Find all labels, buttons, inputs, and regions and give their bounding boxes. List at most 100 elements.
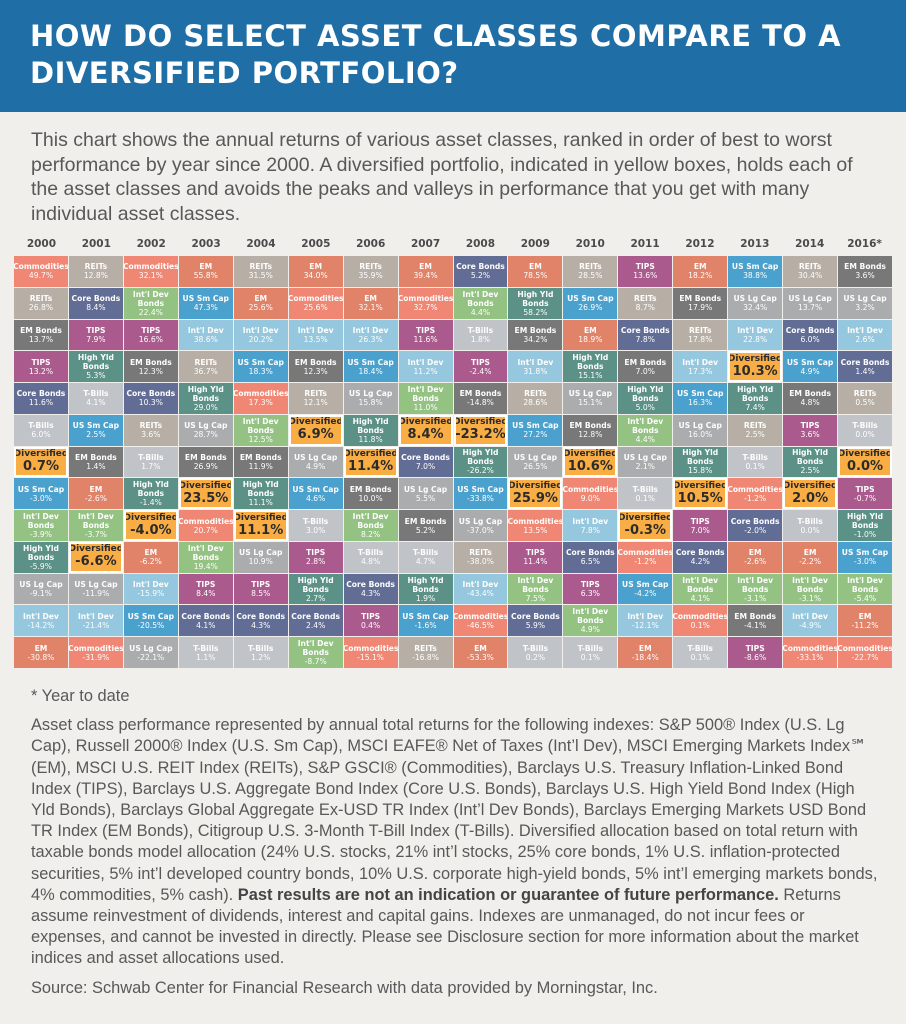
asset-label: T-Bills bbox=[357, 548, 384, 558]
asset-label: Int'l Dev bbox=[792, 611, 829, 621]
return-value: 22.8% bbox=[743, 334, 768, 344]
asset-cell: T-Bills 1.7% bbox=[123, 446, 178, 478]
return-value: -21.4% bbox=[82, 620, 110, 630]
return-value: -1.0% bbox=[854, 530, 877, 540]
return-value: 23.5% bbox=[183, 490, 229, 506]
asset-cell: EM Bonds 34.2% bbox=[508, 319, 563, 351]
return-value: 0.4% bbox=[360, 620, 381, 630]
year-label: 2000 bbox=[26, 238, 57, 250]
asset-cell: T-Bills 4.7% bbox=[398, 541, 453, 573]
return-value: 7.8% bbox=[635, 334, 655, 344]
asset-cell: EM Bonds 17.9% bbox=[673, 287, 728, 319]
asset-label: EM bbox=[858, 611, 872, 621]
return-value: -12.1% bbox=[631, 620, 659, 630]
diversified-cell: Diversified 10.5% bbox=[673, 478, 728, 510]
asset-label: T-Bills bbox=[852, 421, 878, 431]
asset-cell: High Yld Bonds 15.1% bbox=[563, 351, 618, 383]
return-value: 18.4% bbox=[358, 366, 383, 376]
asset-cell: REITs 3.6% bbox=[123, 414, 178, 446]
asset-cell: Core Bonds 4.3% bbox=[233, 605, 288, 637]
return-value: 7.4% bbox=[745, 402, 765, 412]
return-value: 11.2% bbox=[413, 366, 438, 376]
return-value: 3.0% bbox=[306, 525, 326, 535]
year-label: 2006 bbox=[356, 238, 386, 250]
asset-label: Int'l Dev Bonds bbox=[132, 289, 169, 308]
return-value: 10.0% bbox=[358, 493, 383, 503]
asset-cell: Core Bonds 4.3% bbox=[343, 573, 398, 605]
return-value: -33.1% bbox=[796, 652, 824, 662]
return-value: -0.3% bbox=[624, 522, 666, 538]
return-value: 0.0% bbox=[800, 525, 820, 535]
asset-label: Core Bonds bbox=[236, 611, 286, 621]
return-value: 0.0% bbox=[847, 458, 884, 474]
asset-label: Core Bonds bbox=[16, 389, 66, 399]
return-value: 10.9% bbox=[248, 557, 273, 567]
asset-cell: REITs 28.5% bbox=[563, 256, 618, 287]
asset-label: TIPS bbox=[416, 325, 436, 335]
intro-text: This chart shows the annual returns of v… bbox=[31, 129, 853, 225]
asset-cell: High Yld Bonds -1.0% bbox=[838, 510, 892, 541]
asset-cell: Int'l Dev 17.3% bbox=[673, 351, 728, 383]
asset-label: TIPS bbox=[690, 516, 710, 526]
asset-label: US Lg Cap bbox=[623, 452, 667, 462]
return-value: 1.4% bbox=[86, 461, 106, 471]
asset-cell: Int'l Dev Bonds -8.7% bbox=[288, 637, 343, 668]
return-value: 15.8% bbox=[688, 466, 713, 476]
return-value: 5.2% bbox=[470, 271, 491, 281]
asset-label: Int'l Dev bbox=[407, 357, 444, 367]
asset-label: EM Bonds bbox=[514, 325, 557, 335]
asset-cell: TIPS 2.8% bbox=[288, 541, 343, 573]
return-value: -15.9% bbox=[137, 589, 165, 599]
asset-cell: EM -30.8% bbox=[14, 637, 68, 668]
asset-cell: US Lg Cap 32.4% bbox=[728, 287, 783, 319]
asset-cell: Core Bonds 10.3% bbox=[123, 383, 178, 414]
asset-cell: REITs 12.1% bbox=[288, 383, 343, 414]
asset-label: Int'l Dev bbox=[627, 611, 664, 621]
return-value: -5.9% bbox=[29, 561, 52, 571]
asset-cell: Commodities 32.1% bbox=[123, 256, 178, 287]
asset-label: EM Bonds bbox=[184, 452, 227, 462]
return-value: 7.0% bbox=[635, 366, 655, 376]
asset-cell: T-Bills 0.2% bbox=[508, 637, 563, 668]
return-value: -8.7% bbox=[304, 657, 327, 667]
return-value: 4.9% bbox=[580, 625, 600, 635]
asset-label: Commodities bbox=[728, 484, 783, 494]
asset-cell: US Lg Cap 28.7% bbox=[178, 414, 233, 446]
asset-label: Int'l Dev Bonds bbox=[242, 416, 279, 435]
return-value: 3.2% bbox=[855, 303, 875, 313]
asset-cell: T-Bills 1.8% bbox=[453, 319, 508, 351]
asset-label: Core Bonds bbox=[511, 611, 560, 621]
asset-label: US Lg Cap bbox=[129, 643, 173, 653]
asset-cell: Commodities 25.6% bbox=[288, 287, 343, 319]
return-value: -4.0% bbox=[130, 522, 172, 538]
return-value: -1.2% bbox=[634, 557, 657, 567]
return-value: -11.9% bbox=[82, 589, 110, 599]
return-value: 39.4% bbox=[413, 271, 438, 281]
asset-cell: US Sm Cap 26.9% bbox=[563, 287, 618, 319]
return-value: 25.6% bbox=[303, 303, 328, 313]
asset-cell: T-Bills 6.0% bbox=[14, 414, 68, 446]
return-value: 47.3% bbox=[193, 303, 218, 313]
asset-cell: EM -6.2% bbox=[123, 541, 178, 573]
asset-cell: Int'l Dev Bonds 8.2% bbox=[343, 510, 398, 541]
asset-cell: T-Bills 4.8% bbox=[343, 541, 398, 573]
return-value: 2.4% bbox=[306, 620, 326, 630]
asset-cell: REITs -16.8% bbox=[398, 637, 453, 668]
asset-label: US Sm Cap bbox=[841, 548, 889, 558]
asset-label: US Sm Cap bbox=[567, 294, 614, 304]
return-value: 34.0% bbox=[303, 271, 328, 281]
year-label: 2010 bbox=[575, 238, 605, 250]
return-value: -3.7% bbox=[84, 530, 107, 540]
asset-label: High Yld Bonds bbox=[132, 480, 169, 499]
asset-cell: Int'l Dev 20.2% bbox=[233, 319, 288, 351]
asset-cell: EM 78.5% bbox=[508, 256, 563, 287]
return-value: 6.0% bbox=[31, 430, 51, 440]
return-value: 32.1% bbox=[138, 271, 163, 281]
asset-cell: US Sm Cap -3.0% bbox=[14, 478, 68, 510]
asset-label: Diversified bbox=[123, 512, 178, 523]
asset-label: High Yld Bonds bbox=[352, 416, 389, 435]
asset-cell: EM Bonds 11.9% bbox=[233, 446, 288, 478]
return-value: 11.8% bbox=[358, 434, 383, 444]
return-value: 31.8% bbox=[523, 366, 548, 376]
asset-cell: Commodities -22.7% bbox=[838, 637, 892, 668]
